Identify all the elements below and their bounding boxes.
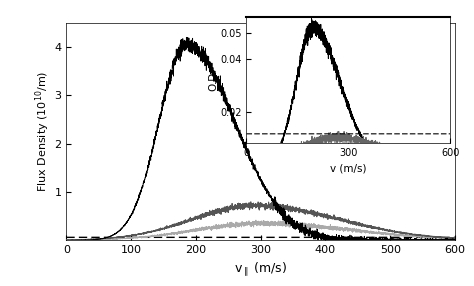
X-axis label: v (m/s): v (m/s) <box>330 163 367 173</box>
Y-axis label: O.D.: O.D. <box>209 69 219 92</box>
Y-axis label: Flux Density (10$^{10}$/m): Flux Density (10$^{10}$/m) <box>33 71 52 192</box>
X-axis label: v$_{\parallel}$ (m/s): v$_{\parallel}$ (m/s) <box>234 261 287 278</box>
